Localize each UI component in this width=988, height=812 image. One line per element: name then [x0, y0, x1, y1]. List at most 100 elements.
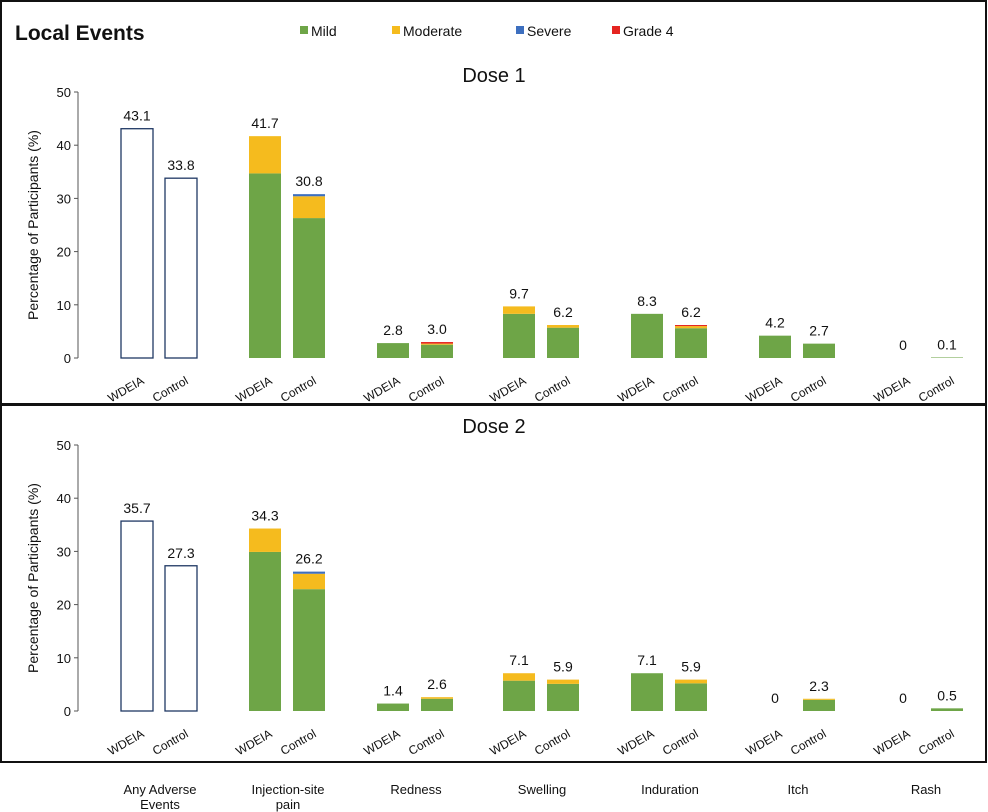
- category-label: Swelling: [518, 782, 566, 797]
- x-tick-label-control: Control: [532, 373, 573, 404]
- bar-control-moderate: [547, 679, 579, 684]
- category-label: Induration: [641, 782, 699, 797]
- bar-control-severe: [293, 194, 325, 197]
- y-tick-label: 30: [57, 191, 71, 206]
- data-label: 0.1: [937, 336, 957, 352]
- bar-wdeia-moderate: [503, 306, 535, 314]
- x-tick-label-control: Control: [660, 726, 701, 757]
- x-tick-label-control: Control: [150, 726, 191, 757]
- legend-swatch-mild: [300, 26, 308, 34]
- category-label: Rash: [911, 782, 941, 797]
- x-tick-label-control: Control: [406, 373, 447, 404]
- x-tick-label-control: Control: [532, 726, 573, 757]
- x-tick-label-wdeia: WDEIA: [233, 373, 274, 405]
- x-tick-label-wdeia: WDEIA: [871, 373, 912, 405]
- data-label: 8.3: [637, 293, 657, 309]
- data-label: 7.1: [637, 652, 657, 668]
- category-label: Itch: [788, 782, 809, 797]
- dose2-panel-frame: [0, 404, 987, 763]
- x-tick-label-wdeia: WDEIA: [871, 726, 912, 758]
- x-tick-label-control: Control: [406, 726, 447, 757]
- panel-title: Dose 2: [462, 416, 525, 438]
- y-tick-label: 10: [57, 298, 71, 313]
- x-tick-label-control: Control: [788, 373, 829, 404]
- y-tick-label: 40: [57, 491, 71, 506]
- bar-control-mild: [675, 683, 707, 711]
- bar-control-moderate: [675, 679, 707, 684]
- bar-wdeia-mild: [759, 335, 791, 358]
- bar-wdeia-mild: [503, 313, 535, 358]
- y-axis-label: Percentage of Participants (%): [25, 130, 41, 320]
- x-tick-label-control: Control: [278, 373, 319, 404]
- x-tick-label-wdeia: WDEIA: [615, 373, 656, 405]
- legend-label-moderate: Moderate: [403, 23, 462, 39]
- x-tick-label-wdeia: WDEIA: [487, 373, 528, 405]
- y-tick-label: 10: [57, 651, 71, 666]
- data-label: 2.7: [809, 323, 829, 339]
- bar-control-moderate: [421, 697, 453, 699]
- x-tick-label-control: Control: [916, 373, 957, 404]
- legend-swatch-grade-4: [612, 26, 620, 34]
- y-tick-label: 30: [57, 544, 71, 559]
- bar-control-severe: [293, 571, 325, 574]
- x-tick-label-wdeia: WDEIA: [487, 726, 528, 758]
- x-tick-label-control: Control: [660, 373, 701, 404]
- category-label: Redness: [390, 782, 442, 797]
- data-label: 6.2: [553, 304, 573, 320]
- y-tick-label: 50: [57, 85, 71, 100]
- data-label: 0: [899, 337, 907, 353]
- y-tick-label: 50: [57, 438, 71, 453]
- bar-control-mild: [803, 343, 835, 358]
- x-tick-label-wdeia: WDEIA: [615, 726, 656, 758]
- bar-control-mild: [547, 327, 579, 358]
- legend: Mild Moderate Severe Grade 4: [300, 23, 674, 39]
- bar-control-moderate: [421, 343, 453, 345]
- dose1-chart: Dose 1 0 10 20 30 40 50 Percentage of Participa…: [25, 65, 963, 405]
- bar-wdeia-mild: [249, 173, 281, 358]
- category-label: Injection-site: [252, 782, 325, 797]
- data-label: 3.0: [427, 321, 447, 337]
- bar-wdeia-mild: [631, 673, 663, 711]
- x-tick-label-control: Control: [916, 726, 957, 757]
- bar-wdeia-moderate: [503, 673, 535, 681]
- bar-control-grade4: [421, 342, 453, 344]
- bar-control-moderate: [293, 196, 325, 219]
- bar-control-moderate: [803, 698, 835, 700]
- data-label: 30.8: [295, 173, 322, 189]
- bar-control-mild: [421, 698, 453, 711]
- bar-wdeia-moderate: [249, 136, 281, 174]
- bar-control-mild: [803, 699, 835, 711]
- data-label: 5.9: [553, 659, 573, 675]
- bar-control-moderate: [293, 573, 325, 590]
- legend-swatch-moderate: [392, 26, 400, 34]
- legend-label-grade-4: Grade 4: [623, 23, 674, 39]
- bar-control-moderate: [675, 326, 707, 329]
- legend-label-severe: Severe: [527, 23, 572, 39]
- data-label: 1.4: [383, 683, 403, 699]
- x-tick-label-wdeia: WDEIA: [361, 373, 402, 405]
- bar-control-mild: [675, 328, 707, 358]
- x-tick-label-wdeia: WDEIA: [743, 373, 784, 405]
- bar-control-mild: [293, 218, 325, 358]
- bar-wdeia-mild: [503, 680, 535, 711]
- bar-control-grade4: [675, 325, 707, 327]
- bar-control-mild: [547, 683, 579, 711]
- legend-label-mild: Mild: [311, 23, 337, 39]
- bar-wdeia-mild: [249, 551, 281, 711]
- data-label: 35.7: [123, 500, 150, 516]
- data-label: 5.9: [681, 659, 701, 675]
- x-tick-label-control: Control: [150, 373, 191, 404]
- dose2-chart: Dose 2 0 10 20 30 40 50 Percentage of Participa…: [25, 416, 963, 758]
- bar-control-total: [164, 177, 198, 359]
- bar-control-mild: [931, 708, 963, 711]
- data-label: 7.1: [509, 652, 529, 668]
- x-tick-label-wdeia: WDEIA: [743, 726, 784, 758]
- data-label: 26.2: [295, 551, 322, 567]
- x-tick-label-wdeia: WDEIA: [105, 373, 146, 405]
- y-tick-label: 20: [57, 598, 71, 613]
- data-label: 33.8: [167, 157, 194, 173]
- x-tick-label-wdeia: WDEIA: [233, 726, 274, 758]
- figure-title: Local Events: [15, 22, 145, 45]
- data-label: 9.7: [509, 285, 529, 301]
- panel-title: Dose 1: [462, 65, 525, 87]
